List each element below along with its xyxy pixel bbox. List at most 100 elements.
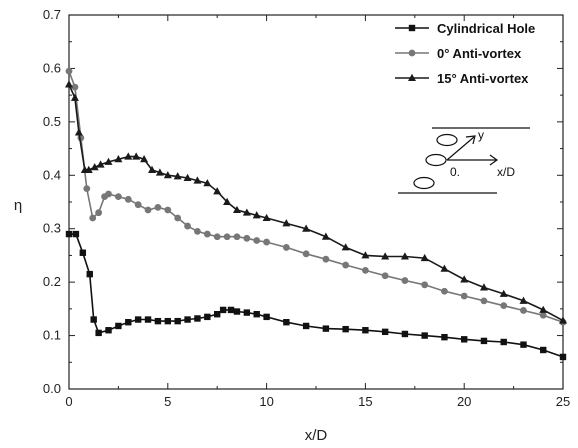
data-point [361, 251, 370, 259]
data-point [86, 270, 93, 278]
data-point [381, 252, 390, 260]
data-point [184, 222, 191, 230]
legend-label: 15° Anti-vortex [437, 71, 529, 86]
y-tick-label: 0.1 [43, 328, 61, 343]
data-point [144, 316, 152, 323]
data-point [520, 307, 527, 314]
inset-y-label: y [478, 128, 484, 142]
data-point [96, 160, 105, 168]
data-point [74, 128, 83, 136]
data-point [203, 230, 211, 238]
data-point [140, 155, 149, 163]
data-point [164, 317, 171, 325]
inset-x-arrowhead [489, 154, 499, 166]
data-point [83, 185, 91, 193]
data-point [263, 238, 270, 246]
data-point [219, 306, 227, 314]
data-point [500, 338, 507, 346]
data-point [233, 233, 241, 241]
inset-x-label: x/D [497, 165, 515, 179]
data-point [283, 319, 290, 326]
y-tick-label: 0.5 [43, 114, 61, 129]
y-axis-label: η [14, 197, 22, 214]
data-point [223, 233, 231, 241]
inset-hole-upper [436, 133, 458, 147]
data-point [441, 333, 448, 341]
x-tick-label: 0 [65, 394, 72, 409]
series-line [68, 70, 564, 323]
data-point [381, 328, 389, 336]
series-line [69, 233, 564, 358]
data-point [321, 232, 330, 240]
data-point [252, 211, 261, 219]
data-point [460, 292, 468, 300]
data-point [519, 296, 528, 304]
data-point [90, 316, 97, 323]
x-tick-label: 20 [457, 394, 471, 409]
data-point [381, 272, 389, 280]
data-point [322, 255, 330, 263]
data-point [144, 206, 152, 214]
data-point [184, 316, 191, 323]
inset-y-arrow [446, 136, 475, 161]
axes: 0 5 10 15 20 25 0.0 0.1 0.2 0.3 0.4 0.5 0.6 0.7 [43, 7, 570, 409]
data-point [243, 309, 251, 316]
data-point [302, 224, 311, 232]
data-point [539, 305, 548, 313]
data-point [183, 173, 192, 181]
y-tick-label: 0.3 [43, 221, 61, 236]
data-point [154, 203, 162, 211]
data-point [155, 168, 164, 176]
x-tick-label: 25 [556, 394, 570, 409]
data-point [499, 289, 508, 297]
data-point [232, 205, 241, 214]
data-point [104, 157, 113, 165]
data-point [174, 317, 181, 325]
data-point [79, 249, 87, 256]
legend-entry: Cylindrical Hole [395, 21, 535, 36]
data-point [65, 67, 73, 75]
legend-label: Cylindrical Hole [437, 21, 535, 36]
data-point [479, 283, 488, 291]
data-point [441, 287, 448, 295]
data-point [114, 155, 123, 163]
legend-marker [408, 73, 416, 81]
data-point [194, 227, 201, 235]
data-point [341, 243, 350, 251]
data-point [115, 322, 122, 330]
x-axis-label: x/D [305, 427, 328, 444]
data-point [72, 230, 80, 238]
data-point [125, 319, 132, 326]
data-point [163, 171, 172, 179]
data-point [421, 332, 428, 339]
data-point [90, 163, 99, 171]
data-point [461, 336, 468, 343]
series-layer [65, 67, 567, 361]
data-point [440, 264, 449, 272]
data-point [282, 244, 290, 251]
data-point [223, 197, 232, 205]
y-tick-label: 0.7 [43, 7, 61, 22]
data-point [262, 213, 271, 222]
data-point [70, 93, 79, 101]
data-point [115, 193, 122, 201]
data-point [105, 327, 112, 334]
series-cylindrical-hole [65, 230, 567, 361]
data-point [193, 176, 202, 184]
x-tick-label: 10 [259, 394, 273, 409]
series-line [68, 84, 564, 322]
data-point [540, 346, 547, 354]
data-point [134, 316, 142, 323]
data-point [174, 214, 182, 222]
x-tick-label: 15 [358, 394, 372, 409]
legend-entry: 0° Anti-vortex [395, 46, 522, 61]
data-point [243, 234, 251, 242]
data-point [65, 80, 73, 88]
inset-hole-lower [413, 176, 435, 190]
data-point [400, 252, 409, 260]
data-point [420, 253, 429, 262]
data-point [401, 277, 409, 284]
legend: Cylindrical Hole 0° Anti-vortex 15° Anti-v… [395, 21, 535, 86]
data-point [559, 316, 567, 324]
x-tick-label: 5 [164, 394, 171, 409]
